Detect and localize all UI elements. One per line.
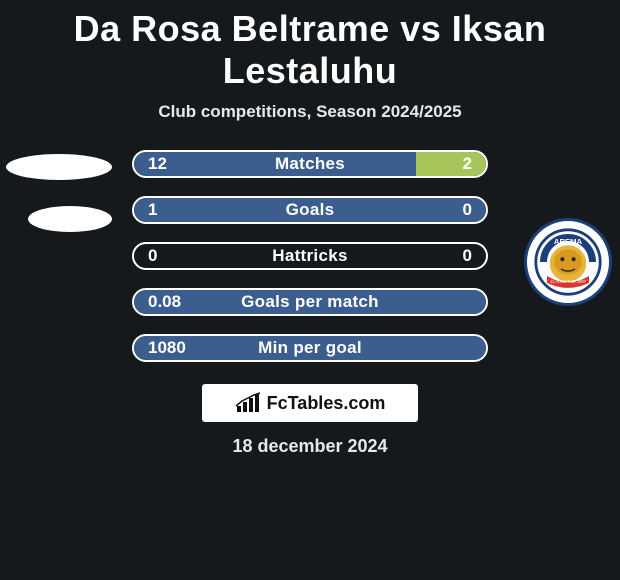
left-badge-2 [28,206,112,232]
bar-label: Goals per match [134,290,486,314]
stat-bar: 1080Min per goal [132,334,488,362]
bar-label: Hattricks [134,244,486,268]
bar-label: Min per goal [134,336,486,360]
stat-bar: 122Matches [132,150,488,178]
stats-bars: 122Matches 10Goals 00Hattricks 0.08Goals pe… [132,150,488,362]
brand-box: FcTables.com [202,384,418,422]
svg-text:AREMA: AREMA [554,237,583,246]
bar-label: Goals [134,198,486,222]
bar-label: Matches [134,152,486,176]
stat-bar: 0.08Goals per match [132,288,488,316]
page-title: Da Rosa Beltrame vs Iksan Lestaluhu [0,0,620,92]
arema-crest-icon: AREMA 11 AGUSTUS 1987 [533,227,603,297]
comparison-infographic: Da Rosa Beltrame vs Iksan Lestaluhu Club… [0,0,620,580]
brand-text: FcTables.com [267,393,386,414]
bar-chart-icon [235,392,261,414]
stat-bar: 10Goals [132,196,488,224]
content-area: AREMA 11 AGUSTUS 1987 122Matches 10Goals 0… [0,150,620,457]
svg-text:11 AGUSTUS 1987: 11 AGUSTUS 1987 [550,279,587,284]
date-text: 18 december 2024 [0,436,620,457]
right-club-crest: AREMA 11 AGUSTUS 1987 [524,218,612,306]
left-badge-1 [6,154,112,180]
page-subtitle: Club competitions, Season 2024/2025 [0,102,620,122]
stat-bar: 00Hattricks [132,242,488,270]
